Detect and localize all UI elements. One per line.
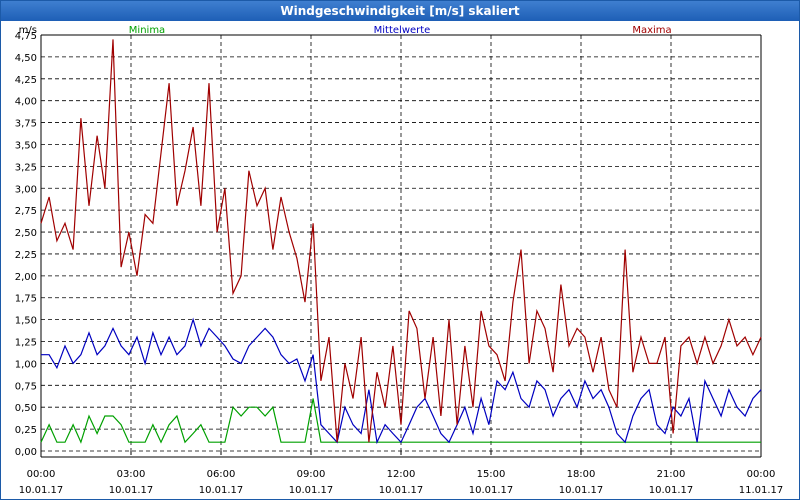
line-chart: 0,00 0,25 0,50 0,75 1,00 1,25 1,50 1,75 2,00 2,25…: [15, 25, 784, 496]
y-tick-label: 2,00: [15, 272, 37, 283]
x-tick-date-label: 10.01.17: [199, 485, 244, 496]
y-tick-label: 0,25: [15, 425, 37, 436]
y-tick-label: 0,50: [15, 403, 37, 414]
y-tick-label: 1,00: [15, 359, 37, 370]
y-tick-label: 1,75: [15, 294, 37, 305]
x-tick-date-label: 10.01.17: [469, 485, 514, 496]
x-tick-date-label: 10.01.17: [649, 485, 694, 496]
x-tick-time-label: 06:00: [207, 469, 236, 480]
x-tick-time-label: 03:00: [117, 469, 146, 480]
series-line-mittelwerte: [41, 317, 762, 445]
x-tick-date-label: 10.01.17: [559, 485, 604, 496]
x-tick-time-label: 12:00: [387, 469, 416, 480]
window-title: Windgeschwindigkeit [m/s] skaliert: [1, 1, 799, 21]
y-axis-label: m/s: [19, 25, 37, 36]
legend-minima: Minima: [129, 25, 165, 36]
x-tick-time-label: 21:00: [657, 469, 686, 480]
y-tick-label: 2,75: [15, 206, 37, 217]
y-tick-label: 1,25: [15, 338, 37, 349]
y-tick-label: 4,50: [15, 53, 37, 64]
y-tick-label: 3,25: [15, 162, 37, 173]
x-tick-date-label: 10.01.17: [109, 485, 154, 496]
y-tick-label: 0,75: [15, 381, 37, 392]
x-tick-time-label: 15:00: [477, 469, 506, 480]
x-tick-time-label: 18:00: [567, 469, 596, 480]
y-tick-label: 0,00: [15, 447, 37, 458]
x-tick-date-label: 10.01.17: [379, 485, 424, 496]
x-tick-date-label: 11.01.17: [739, 485, 784, 496]
x-tick-date-label: 10.01.17: [19, 485, 64, 496]
y-tick-label: 3,75: [15, 119, 37, 130]
x-tick-time-label: 00:00: [747, 469, 776, 480]
y-tick-label: 1,50: [15, 316, 37, 327]
y-tick-label: 4,00: [15, 97, 37, 108]
y-tick-label: 2,50: [15, 228, 37, 239]
y-tick-label: 3,00: [15, 184, 37, 195]
series-line-maxima: [40, 39, 762, 443]
series-line-minima: [40, 398, 761, 444]
x-tick-time-label: 00:00: [27, 469, 56, 480]
y-tick-label: 4,25: [15, 75, 37, 86]
y-tick-label: 3,50: [15, 140, 37, 151]
x-tick-time-label: 09:00: [297, 469, 326, 480]
legend-maxima: Maxima: [632, 25, 671, 36]
y-tick-label: 2,25: [15, 250, 37, 261]
x-tick-date-label: 10.01.17: [289, 485, 334, 496]
legend-mittelwerte: Mittelwerte: [374, 25, 431, 36]
y-tick-label: 4,75: [15, 31, 37, 42]
